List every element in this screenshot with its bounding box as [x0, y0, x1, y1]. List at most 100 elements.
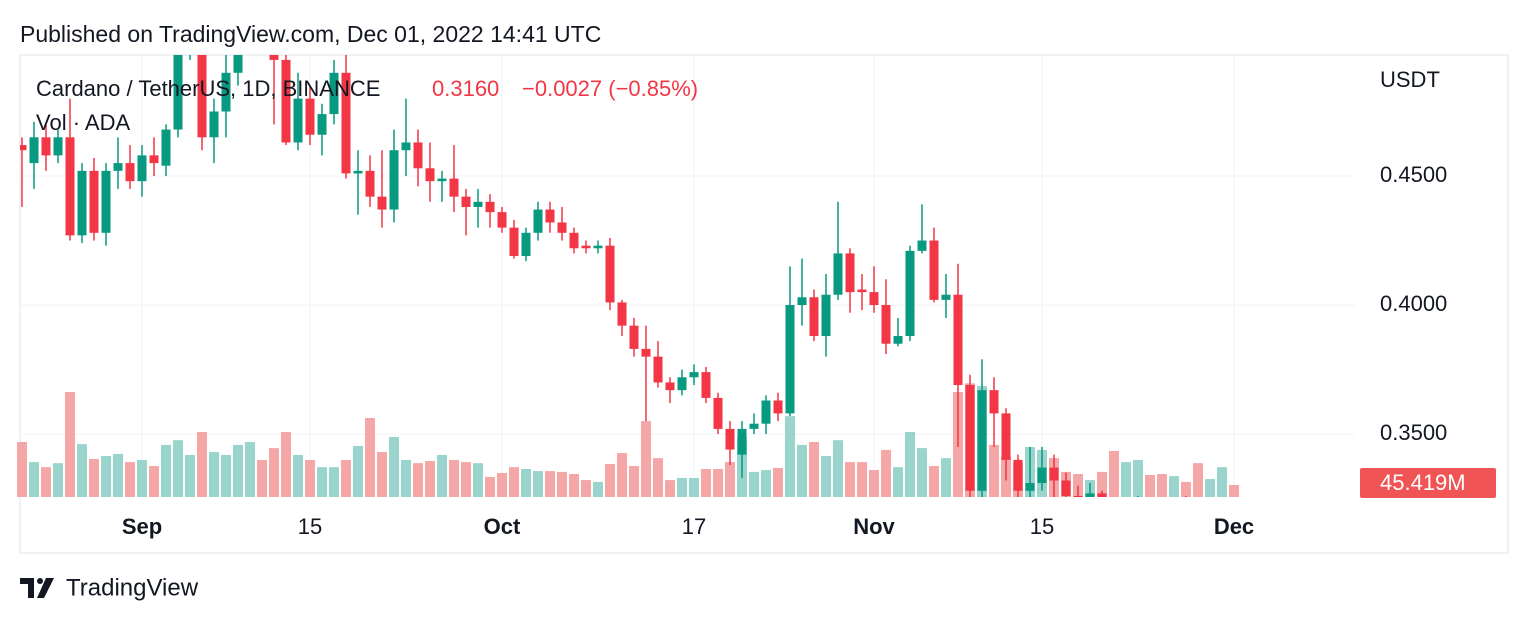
candle-body: [1170, 506, 1179, 516]
candle-body: [473, 201, 483, 207]
volume-bar: [125, 462, 135, 497]
volume-bar: [989, 444, 999, 497]
volume-bar: [89, 458, 99, 497]
volume-bar: [1193, 463, 1203, 497]
volume-bar: [245, 442, 255, 497]
volume-bar: [1169, 476, 1179, 497]
candle-body: [53, 137, 63, 156]
x-tick-label: Nov: [853, 514, 895, 539]
volume-bar: [437, 454, 447, 497]
volume-bar: [569, 474, 579, 497]
candle-body: [425, 168, 435, 182]
x-tick-label: 15: [298, 514, 322, 539]
volume-bar: [809, 442, 819, 497]
candle-body: [41, 137, 51, 156]
candle-body: [221, 72, 231, 112]
volume-bar: [461, 462, 471, 497]
candle-body: [593, 245, 603, 249]
volume-bar: [509, 467, 519, 497]
candle-body: [641, 348, 651, 357]
volume-bar: [833, 440, 843, 497]
x-tick-label: 17: [682, 514, 706, 539]
candle-body: [629, 325, 639, 349]
candle-body: [1110, 506, 1119, 537]
candle-body: [833, 253, 843, 295]
volume-bar: [281, 431, 291, 497]
volume-bar: [113, 453, 123, 497]
volume-bar: [317, 467, 327, 497]
volume-bar: [1217, 467, 1227, 497]
volume-bar: [713, 468, 723, 497]
volume-bar: [689, 477, 699, 497]
candle-body: [989, 390, 999, 414]
volume-bar: [377, 452, 387, 497]
candle-body: [845, 253, 855, 293]
volume-bar: [53, 463, 63, 497]
chart-frame: [19, 54, 1509, 554]
volume-bar: [857, 462, 867, 497]
volume-bar: [473, 463, 483, 497]
candle-body: [20, 145, 27, 151]
volume-bar: [1229, 484, 1239, 497]
volume-bar: [773, 467, 783, 497]
price-change: −0.0027 (−0.85%): [522, 76, 698, 101]
last-price: 0.3160: [432, 76, 499, 101]
candle-body: [785, 305, 795, 414]
candle-body: [725, 428, 735, 450]
candle-body: [917, 240, 927, 251]
candle-body: [461, 196, 471, 207]
candle-body: [1013, 459, 1023, 491]
candle-body: [677, 377, 687, 391]
candle-body: [749, 423, 759, 429]
candle-body: [581, 245, 591, 249]
candle-body: [953, 294, 963, 386]
volume-bar: [305, 459, 315, 497]
candle-body: [1122, 517, 1131, 538]
volume-bar: [65, 392, 75, 497]
grid: [20, 55, 1355, 497]
logo-text: TradingView: [66, 574, 199, 601]
candle-body: [101, 170, 111, 233]
volume-bar: [173, 440, 183, 497]
volume-bar: [29, 462, 39, 497]
candle-body: [449, 178, 459, 197]
volume-bar: [821, 456, 831, 497]
candle-body: [89, 170, 99, 233]
candle-body: [1085, 493, 1095, 497]
candle-body: [617, 302, 627, 326]
candle-body: [161, 129, 171, 166]
volume-bar: [101, 456, 111, 497]
candle-body: [173, 55, 183, 130]
candle-body: [809, 297, 819, 336]
volume-bar: [41, 467, 51, 497]
volume-bar: [329, 467, 339, 497]
volume-bar: [1097, 471, 1107, 497]
candle-body: [905, 250, 915, 336]
volume-bar: [905, 431, 915, 497]
volume-bar: [341, 459, 351, 497]
volume-bar: [449, 459, 459, 497]
volume-title: Vol · ADA: [36, 110, 130, 135]
candle-body: [401, 142, 411, 151]
candle-body: [653, 356, 663, 383]
candle-body: [929, 240, 939, 300]
x-tick-label: 15: [1030, 514, 1054, 539]
candle-body: [665, 382, 675, 391]
volume-bar: [761, 470, 771, 497]
candle-body: [269, 55, 279, 60]
volume-bar: [425, 461, 435, 497]
candle-body: [281, 59, 291, 143]
volume-bar: [941, 458, 951, 497]
candle-body: [605, 245, 615, 303]
candle-body: [209, 111, 219, 138]
symbol: Cardano / TetherUS, 1D, BINANCE: [36, 76, 380, 101]
volume-bar: [149, 466, 159, 497]
candle-body: [329, 72, 339, 115]
candle-body: [377, 196, 387, 210]
volume-bar: [77, 444, 87, 497]
volume-bar: [785, 416, 795, 497]
volume-bar: [389, 436, 399, 497]
candle-body: [305, 98, 315, 135]
volume-bar: [557, 471, 567, 497]
y-tick-label: 0.4500: [1380, 162, 1447, 187]
